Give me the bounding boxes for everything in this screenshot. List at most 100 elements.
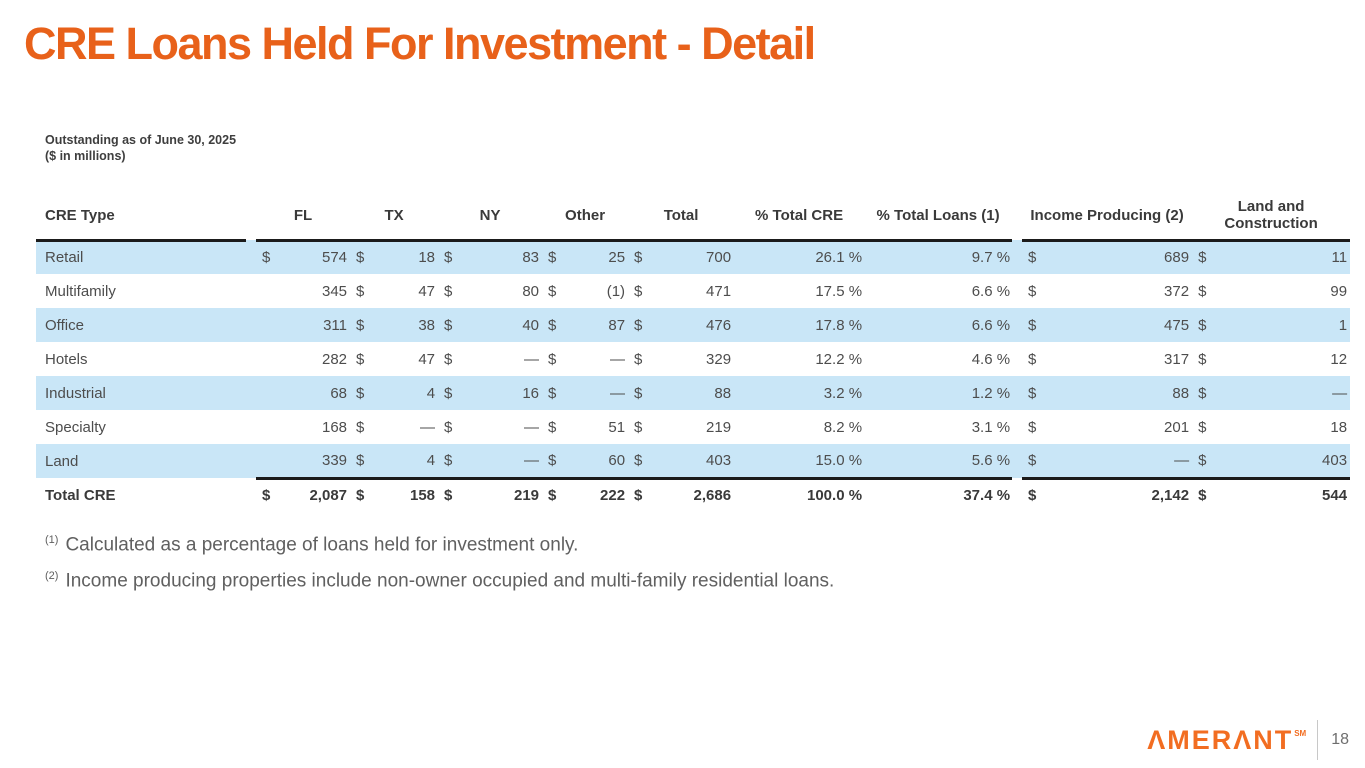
table-row: Total CRE $2,087 $158 $219 $222 $2,686 100.0 %… [36,478,1350,512]
value-cell: 40 [462,308,543,342]
dollar-sign-cell: $ [634,487,643,505]
value-cell: 9.7 % [864,240,1013,274]
value-cell: 403 [652,444,735,480]
dollar-sign-cell: $ [350,376,375,410]
dollar-sign-cell: $ [350,240,375,274]
footer-divider [1317,720,1319,760]
col-header-tx: TX [350,192,439,242]
value-cell: 17.5 % [815,282,863,300]
value-cell: 5.6 % [864,444,1013,480]
table-row: Specialty 168 $ — $ — $51 $219 8.2 % 3.1 % $201 $18 [36,410,1350,444]
dollar-sign-cell: $ [1028,418,1037,436]
value-cell: — [462,444,543,480]
col-header-fl: FL [256,192,351,242]
value-cell: 311 [280,308,351,342]
value-cell: 6.6 % [864,308,1013,342]
value-cell: 689 [1046,240,1193,274]
col-header-pct-total-loans: % Total Loans (1) [864,192,1013,242]
value-cell: 83 [462,240,543,274]
value-cell: 544 [1322,487,1348,505]
value-cell: 2,087 [309,487,348,505]
dollar-sign-cell: $ [1198,282,1207,300]
column-gap [1012,478,1022,512]
column-gap [246,342,256,376]
row-label: Hotels [45,350,88,368]
table-row: Office 311 $38 $40 $87 $476 17.8 % 6.6 % $475 $1 [36,308,1351,342]
value-cell: 317 [1164,350,1190,368]
value-cell: 372 [1164,282,1190,300]
value-cell: 12 [1330,350,1348,368]
cre-loans-table: CRE Type FL TX NY Other Total % Total CR… [36,192,1351,512]
row-label: Total CRE [45,486,116,504]
footnote-1: (1) Calculated as a percentage of loans h… [45,534,834,556]
value-cell: 18 [374,240,439,274]
column-gap [1012,240,1023,274]
value-cell: 2,686 [693,487,732,505]
value-cell: 1.2 % [864,376,1013,410]
value-cell: 87 [566,308,629,342]
value-cell: 345 [321,282,348,300]
dollar-sign-cell [256,376,280,410]
dollar-sign-cell: $ [356,282,365,300]
value-cell: 475 [1046,308,1193,342]
dollar-sign-cell [256,444,280,480]
value-cell: — [524,418,540,436]
value-cell: 4 [374,444,439,480]
amerant-logo-text: ΛMERΛNT [1147,724,1294,755]
dollar-sign-cell: $ [628,240,653,274]
value-cell: 8.2 % [823,418,863,436]
value-cell: 476 [652,308,735,342]
dollar-sign-cell: $ [548,487,557,505]
column-gap [1012,410,1022,444]
value-cell: 403 [1216,444,1351,480]
value-cell: — [420,418,436,436]
footnote-1-marker: (1) [45,534,59,546]
dollar-sign-cell: $ [628,444,653,480]
value-cell: 700 [652,240,735,274]
dollar-sign-cell: $ [438,444,463,480]
table-row: Retail $574 $18 $83 $25 $700 26.1 % 9.7 % $689 $1… [36,240,1351,274]
column-gap [246,192,256,240]
page-title: CRE Loans Held For Investment - Detail [24,18,816,69]
row-label: Land [36,444,246,478]
page-number: 18 [1331,731,1349,748]
row-label: Retail [36,240,246,274]
footnote-1-text: Calculated as a percentage of loans held… [65,534,579,556]
footnotes: (1) Calculated as a percentage of loans h… [45,534,834,607]
dollar-sign-cell: $ [1022,240,1047,274]
value-cell: 26.1 % [734,240,865,274]
row-label: Industrial [36,376,246,410]
col-header-pct-total-cre: % Total CRE [734,192,865,242]
dollar-sign-cell: $ [256,240,280,274]
col-header-income-producing: Income Producing (2) [1022,192,1193,242]
value-cell: 80 [522,282,540,300]
dollar-sign-cell: $ [628,376,653,410]
dollar-sign-cell: $ [542,376,567,410]
dollar-sign-cell: $ [542,444,567,480]
row-label: Multifamily [45,282,116,300]
value-cell: 88 [652,376,735,410]
value-cell: 11 [1216,240,1351,274]
table-row: Hotels 282 $47 $ — $ — $329 12.2 % 4.6 % $317 $12 [36,342,1350,376]
dollar-sign-cell: $ [356,418,365,436]
dollar-sign-cell: $ [444,487,453,505]
value-cell: 3.2 % [734,376,865,410]
value-cell: 88 [1046,376,1193,410]
trademark-sm: SM [1294,728,1307,738]
value-cell: 17.8 % [734,308,865,342]
dollar-sign-cell: $ [1192,240,1217,274]
dollar-sign-cell: $ [438,376,463,410]
dollar-sign-cell: $ [1028,487,1037,505]
value-cell: 3.1 % [971,418,1011,436]
dollar-sign-cell: $ [548,350,557,368]
footnote-2: (2) Income producing properties include n… [45,570,834,592]
row-label: Office [36,308,246,342]
dollar-sign-cell: $ [634,282,643,300]
table-caption: Outstanding as of June 30, 2025 ($ in mi… [45,133,236,164]
dollar-sign-cell: $ [634,418,643,436]
dollar-sign-cell: $ [1198,418,1207,436]
dollar-sign-cell: $ [444,418,453,436]
value-cell: 47 [418,282,436,300]
table-row: Multifamily 345 $47 $80 $ (1) $471 17.5 % 6.6 % $… [36,274,1350,308]
